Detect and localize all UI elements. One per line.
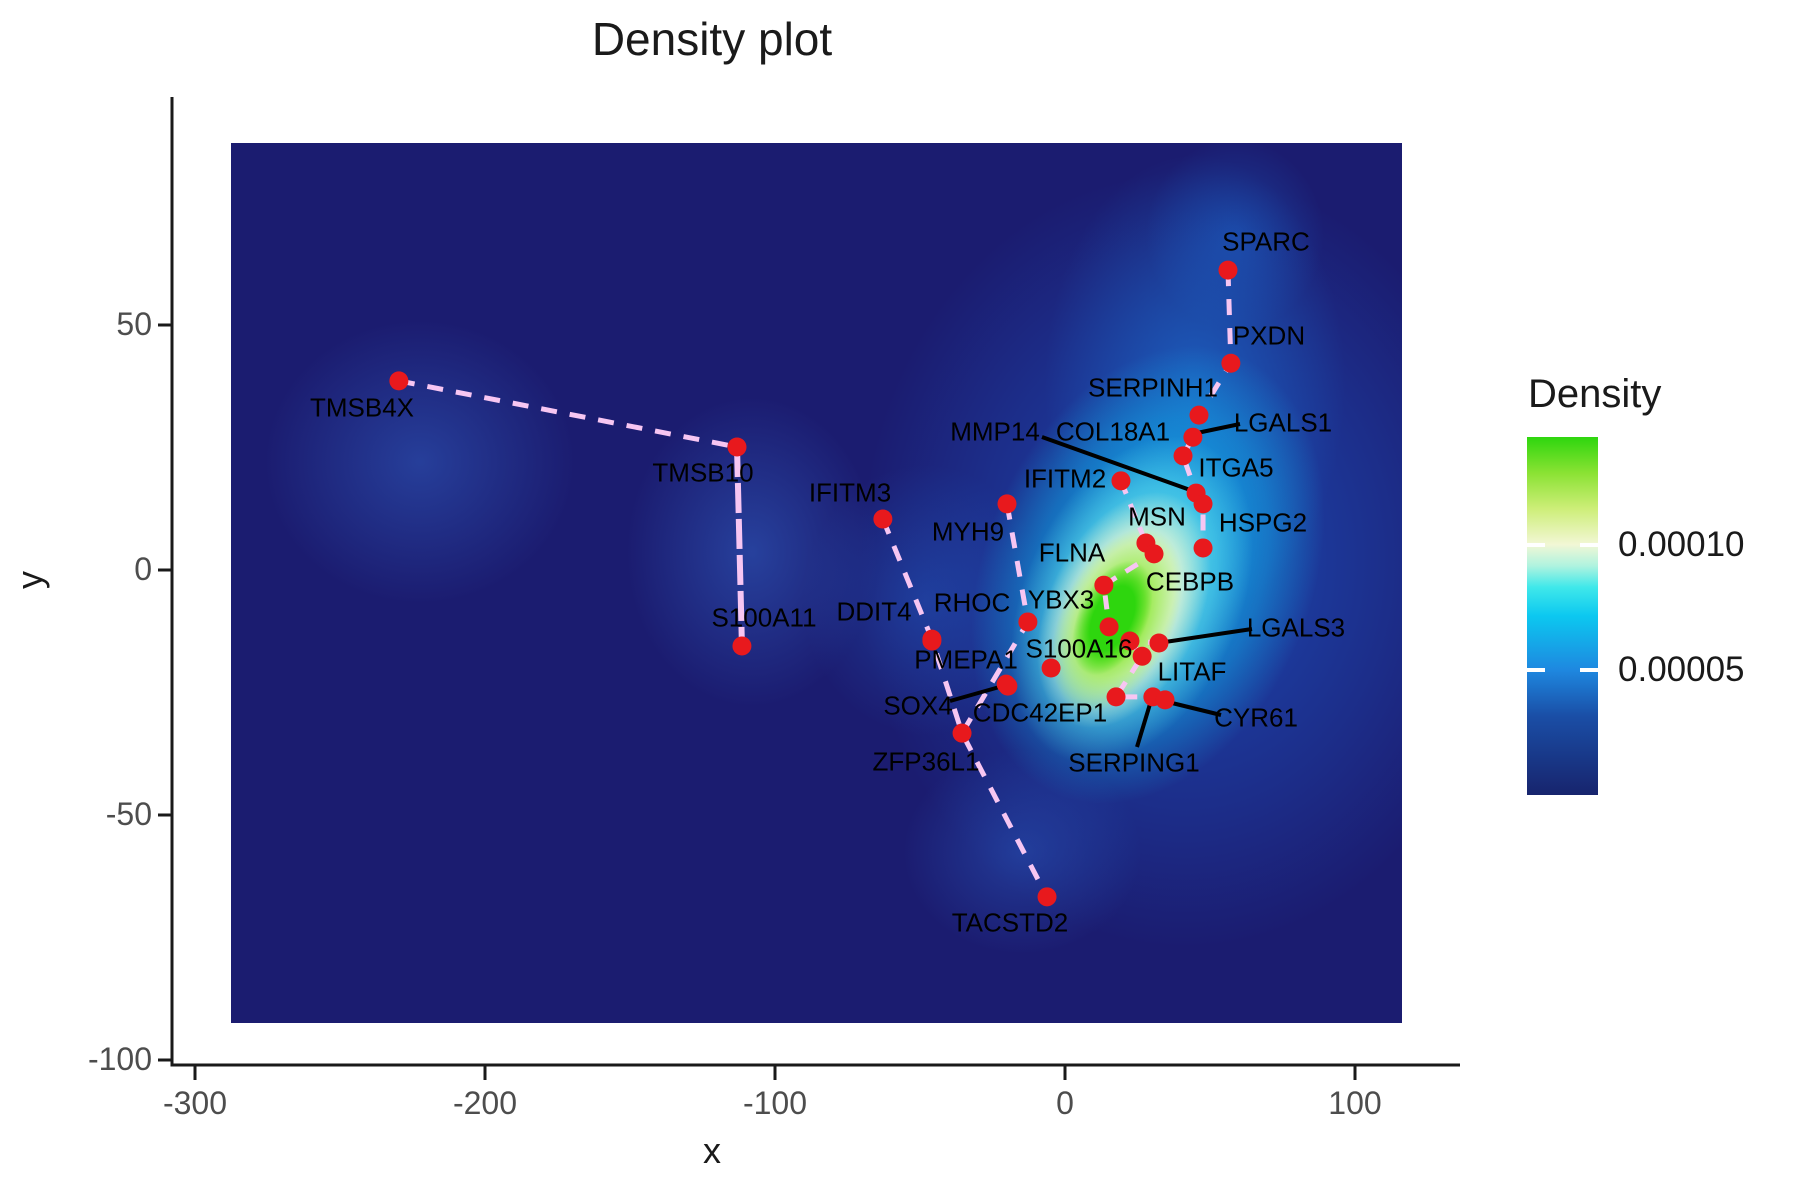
legend-tick-mark [1580, 668, 1598, 672]
gene-point-CEBPB [1144, 544, 1164, 564]
gene-point-TMSB10 [727, 437, 747, 457]
gene-point-MYH9 [997, 494, 1017, 514]
density-glow-tmsb10 [562, 317, 942, 787]
gene-point-COL18A1 [1193, 494, 1213, 514]
gene-point-FLNA [1094, 575, 1114, 595]
gene-point-LGALS3 [1149, 633, 1169, 653]
trajectory-path [880, 518, 1050, 898]
label-connector [949, 684, 1004, 703]
gene-point-SERPINH1 [1189, 405, 1209, 425]
legend: Density 0.00010 0.00005 [1460, 0, 1800, 1200]
label-connector [1196, 422, 1241, 435]
legend-colorbar [1527, 437, 1598, 795]
gene-point-S100A16 [1041, 658, 1061, 678]
gene-point-S100A11 [732, 636, 752, 656]
gene-point-TMSB4X [389, 371, 409, 391]
gene-point-IFITM3 [873, 509, 893, 529]
legend-title: Density [1528, 372, 1662, 416]
legend-tick-mark [1580, 543, 1598, 547]
gene-point-RHOC [1018, 612, 1038, 632]
gene-point-PMEPA1 [922, 631, 942, 651]
label-connector [1164, 627, 1253, 644]
legend-tick-label: 0.00010 [1618, 525, 1745, 564]
x-axis-title: x [703, 1130, 721, 1171]
gene-point-CDC42EP1 [998, 676, 1018, 696]
legend-tick-mark [1527, 543, 1545, 547]
gene-point-ITGA5 [1173, 446, 1193, 466]
label-connector [1041, 435, 1194, 493]
gene-point-LITAF [1132, 646, 1152, 666]
legend-tick-label: 0.00005 [1618, 650, 1745, 689]
trajectory-point [1106, 687, 1126, 707]
label-connector [1135, 703, 1152, 748]
legend-tick-mark [1527, 668, 1545, 672]
gene-point-SPARC [1218, 260, 1238, 280]
y-axis-title: y [9, 571, 50, 589]
gene-point-TACSTD2 [1037, 887, 1057, 907]
trajectory-path [734, 446, 745, 647]
gene-point-IFITM2 [1111, 471, 1131, 491]
trajectory-path [398, 378, 738, 450]
trajectory-path [959, 503, 1031, 735]
gene-point-HSPG2 [1193, 538, 1213, 558]
trajectory-point [1120, 631, 1140, 651]
trajectory-path [1180, 270, 1234, 548]
gene-point-CYR61 [1155, 690, 1175, 710]
plot-title: Density plot [591, 13, 833, 65]
label-connector [1171, 701, 1222, 717]
density-raster [231, 143, 1402, 1023]
gene-point-ZFP36L1 [952, 723, 972, 743]
gene-point-PXDN [1221, 353, 1241, 373]
gene-point-LGALS1 [1183, 427, 1203, 447]
gene-point-YBX3 [1099, 617, 1119, 637]
